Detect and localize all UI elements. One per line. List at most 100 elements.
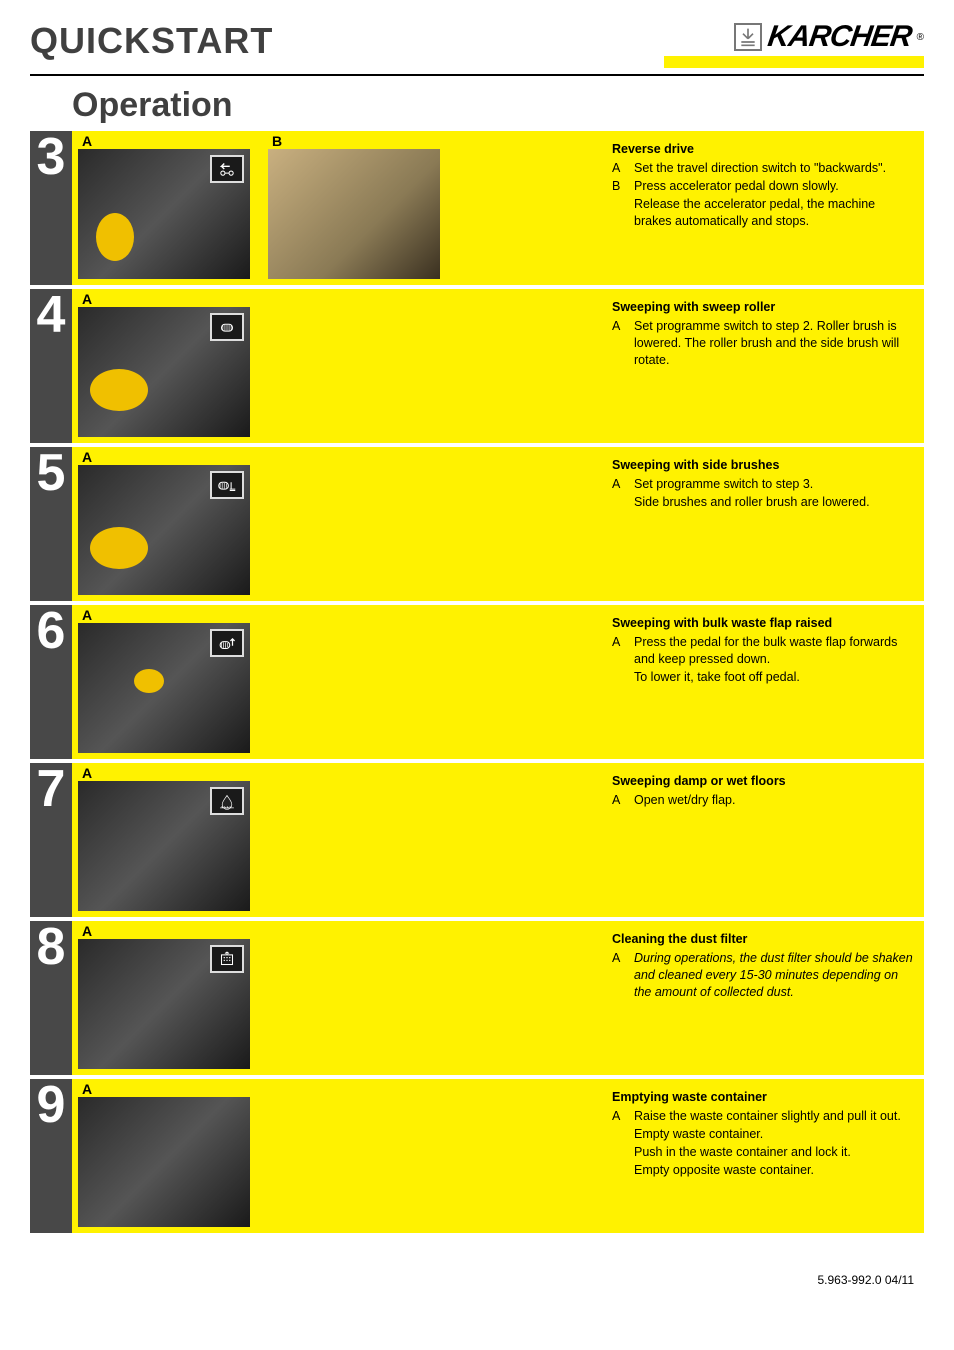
instruction-row: BPress accelerator pedal down slowly. <box>612 178 916 195</box>
image-label: B <box>272 133 282 149</box>
instruction-letter <box>612 1144 624 1161</box>
step-image: A <box>78 769 250 911</box>
brand-name: KARCHER <box>765 20 913 54</box>
registered-mark: ® <box>917 32 924 43</box>
photo-placeholder <box>78 149 250 279</box>
photo-placeholder <box>268 149 440 279</box>
step-number: 4 <box>30 289 72 443</box>
footer-code: 5.963-992.0 04/11 <box>30 1233 924 1287</box>
brand-logo-icon <box>734 23 762 51</box>
brand-block: KARCHER ® <box>664 20 924 68</box>
step-title: Cleaning the dust filter <box>612 931 916 948</box>
instruction-text: Open wet/dry flap. <box>634 792 916 809</box>
step-images: A <box>72 447 612 601</box>
step-title: Sweeping damp or wet floors <box>612 773 916 790</box>
instruction-letter: A <box>612 160 624 177</box>
instruction-letter: A <box>612 318 624 369</box>
step-body: ASweeping with sweep rollerASet programm… <box>72 289 924 443</box>
instruction-row: Empty waste container. <box>612 1126 916 1143</box>
photo-placeholder <box>78 781 250 911</box>
instruction-row: Side brushes and roller brush are lowere… <box>612 494 916 511</box>
step-images: A <box>72 921 612 1075</box>
step-text: Cleaning the dust filter ADuring operatio… <box>612 921 924 1075</box>
control-dial <box>90 369 148 411</box>
instruction-row: APress the pedal for the bulk waste flap… <box>612 634 916 668</box>
step-image: A <box>78 611 250 753</box>
instruction-row: A Open wet/dry flap. <box>612 792 916 809</box>
step-title: Reverse drive <box>612 141 916 158</box>
instruction-row: Release the accelerator pedal, the machi… <box>612 196 916 230</box>
photo-placeholder <box>78 307 250 437</box>
step-body: AEmptying waste containerARaise the wast… <box>72 1079 924 1233</box>
instruction-letter: A <box>612 476 624 493</box>
instruction-row: ASet programme switch to step 3. <box>612 476 916 493</box>
step-images: A <box>72 1079 612 1233</box>
step-number: 5 <box>30 447 72 601</box>
roller-side-icon <box>210 471 244 499</box>
image-label: A <box>82 607 92 623</box>
step-image: A <box>78 1085 250 1227</box>
step-row: 4ASweeping with sweep rollerASet program… <box>30 289 924 443</box>
instruction-row: A Set the travel direction switch to "bac… <box>612 160 916 177</box>
step-image: A <box>78 137 250 279</box>
photo-placeholder <box>78 465 250 595</box>
step-number: 9 <box>30 1079 72 1233</box>
instruction-letter: A <box>612 1108 624 1125</box>
control-dial <box>90 527 148 569</box>
image-label: A <box>82 923 92 939</box>
instruction-row: Empty opposite waste container. <box>612 1162 916 1179</box>
page: QUICKSTART KARCHER ® Operation 3ABRevers… <box>0 0 954 1302</box>
instruction-text: Side brushes and roller brush are lowere… <box>634 494 916 511</box>
photo-placeholder <box>78 1097 250 1227</box>
step-image: A <box>78 927 250 1069</box>
step-body: ACleaning the dust filterADuring operati… <box>72 921 924 1075</box>
flap-up-icon <box>210 629 244 657</box>
step-text: Emptying waste containerARaise the waste… <box>612 1079 924 1233</box>
instruction-letter: A <box>612 950 624 1001</box>
step-images: AB <box>72 131 612 285</box>
control-dial <box>134 669 164 693</box>
instruction-text: Press accelerator pedal down slowly. <box>634 178 916 195</box>
step-row: 6ASweeping with bulk waste flap raisedAP… <box>30 605 924 759</box>
step-row: 5ASweeping with side brushesASet program… <box>30 447 924 601</box>
step-image: B <box>268 137 440 279</box>
photo-placeholder <box>78 623 250 753</box>
photo-placeholder <box>78 939 250 1069</box>
instruction-text: During operations, the dust filter shoul… <box>634 950 916 1001</box>
step-images: A <box>72 605 612 759</box>
step-number: 3 <box>30 131 72 285</box>
image-label: A <box>82 133 92 149</box>
step-text: Reverse drive A Set the travel direction s… <box>612 131 924 285</box>
steps-list: 3ABReverse driveASet the travel directio… <box>30 131 924 1233</box>
step-row: 3ABReverse driveASet the travel directio… <box>30 131 924 285</box>
brand-top: KARCHER ® <box>734 20 924 54</box>
image-label: A <box>82 765 92 781</box>
step-body: A Sweeping with side brushes ASet programm… <box>72 447 924 601</box>
header: QUICKSTART KARCHER ® <box>30 20 924 76</box>
image-label: A <box>82 291 92 307</box>
instruction-letter: A <box>612 792 624 809</box>
step-text: Sweeping damp or wet floors A Open wet/dry… <box>612 763 924 917</box>
arrow-left-wheels-icon <box>210 155 244 183</box>
step-image: A <box>78 453 250 595</box>
step-row: 9AEmptying waste containerARaise the was… <box>30 1079 924 1233</box>
step-text: Sweeping with sweep rollerASet programme… <box>612 289 924 443</box>
roller-icon <box>210 313 244 341</box>
image-label: A <box>82 1081 92 1097</box>
step-title: Sweeping with side brushes <box>612 457 916 474</box>
step-text: Sweeping with side brushes ASet programme… <box>612 447 924 601</box>
step-text: Sweeping with bulk waste flap raisedAPre… <box>612 605 924 759</box>
instruction-text: Release the accelerator pedal, the machi… <box>634 196 916 230</box>
instruction-row: Push in the waste container and lock it. <box>612 1144 916 1161</box>
step-images: A <box>72 289 612 443</box>
step-row: 7ASweeping damp or wet floorsAOpen wet/d… <box>30 763 924 917</box>
step-body: ABReverse driveASet the travel direction… <box>72 131 924 285</box>
instruction-letter <box>612 196 624 230</box>
step-title: Sweeping with sweep roller <box>612 299 916 316</box>
instruction-row: ARaise the waste container slightly and … <box>612 1108 916 1125</box>
instruction-text: Set the travel direction switch to "back… <box>634 160 916 177</box>
step-images: A <box>72 763 612 917</box>
step-body: A Sweeping damp or wet floors A Open wet/dr… <box>72 763 924 917</box>
step-row: 8ACleaning the dust filterADuring operat… <box>30 921 924 1075</box>
instruction-text: Press the pedal for the bulk waste flap … <box>634 634 916 668</box>
